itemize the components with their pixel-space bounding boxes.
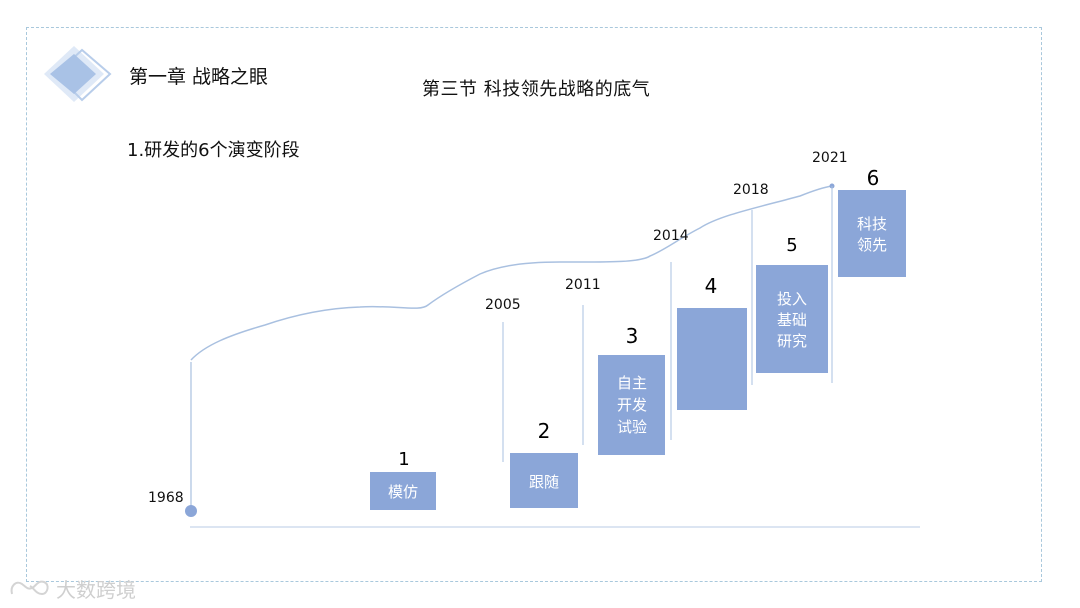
stage-box-5 [756, 265, 828, 373]
stage-number-1: 1 [398, 449, 409, 470]
start-dot [185, 505, 197, 517]
year-label-2021: 2021 [812, 150, 848, 166]
stage-label-5-line-3: 研究 [777, 332, 807, 350]
year-label-2018: 2018 [733, 182, 769, 198]
diamond-logo-icon [44, 46, 112, 102]
watermark-text: 大数跨境 [56, 578, 136, 602]
year-label-2014: 2014 [653, 228, 689, 244]
slide-frame [26, 27, 1042, 582]
stage-number-2: 2 [538, 419, 551, 443]
stage-box-6 [838, 190, 906, 277]
year-label-start: 1968 [148, 490, 184, 506]
diagram-subtitle: 1.研发的6个演变阶段 [127, 140, 300, 161]
stage-number-4: 4 [705, 274, 718, 298]
stage-label-3-line-3: 试验 [617, 418, 647, 436]
stage-box-3 [598, 355, 665, 455]
stage-box-2 [510, 453, 578, 508]
stage-label-3-line-1: 自主 [617, 374, 647, 392]
stage-label-6-line-2: 领先 [857, 236, 887, 254]
infinity-speech-icon [10, 580, 49, 596]
stage-label-6-line-1: 科技 [857, 215, 887, 233]
stage-box-4 [677, 308, 747, 410]
chapter-title: 第一章 战略之眼 [129, 66, 269, 88]
stage-label-3-line-2: 开发 [617, 396, 647, 414]
stage-label-5-line-2: 基础 [777, 311, 807, 329]
stage-label-5-line-1: 投入 [777, 290, 807, 308]
stage-label-2: 跟随 [529, 473, 559, 491]
stage-label-1: 模仿 [388, 483, 418, 501]
stage-number-3: 3 [626, 324, 639, 348]
section-title: 第三节 科技领先战略的底气 [422, 79, 651, 100]
stage-box-1 [370, 472, 436, 510]
stage-number-6: 6 [867, 166, 880, 190]
year-label-2011: 2011 [565, 277, 601, 293]
growth-curve [190, 185, 833, 361]
year-label-2005: 2005 [485, 297, 521, 313]
stage-number-5: 5 [786, 235, 797, 256]
